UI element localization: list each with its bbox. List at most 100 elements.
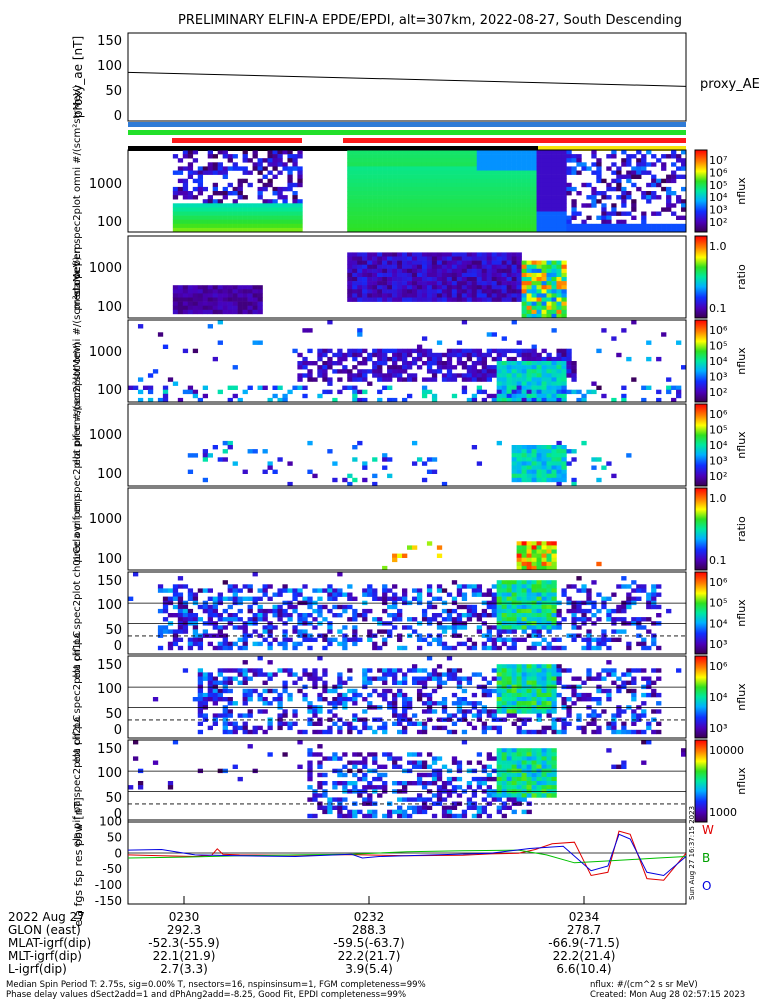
heatmap-cell (471, 289, 478, 294)
heatmap-cell (556, 162, 562, 167)
heatmap-cell (491, 268, 497, 274)
heatmap-cell (426, 389, 433, 395)
heatmap-cell (561, 469, 567, 474)
heatmap-cell (546, 369, 552, 374)
heatmap-cell (367, 797, 373, 802)
heatmap-cell (307, 721, 313, 726)
heatmap-cell (426, 199, 433, 204)
heatmap-cell (382, 289, 388, 294)
heatmap-cell (362, 264, 368, 270)
heatmap-cell (357, 272, 363, 278)
heatmap-cell (182, 215, 189, 220)
heatmap-cell (546, 356, 552, 362)
heatmap-cell (347, 481, 353, 487)
heatmap-cell (521, 281, 527, 286)
heatmap-cell (541, 162, 547, 167)
heatmap-cell (187, 289, 194, 294)
heatmap-cell (157, 633, 164, 638)
heatmap-cell (506, 592, 512, 597)
heatmap-cell (446, 608, 453, 614)
heatmap-cell (526, 211, 532, 216)
heatmap-cell (431, 373, 438, 378)
heatmap-cell (357, 211, 363, 216)
heatmap-cell (242, 584, 248, 589)
heatmap-cell (521, 170, 527, 175)
heatmap-cell (551, 285, 557, 290)
heatmap-cell (397, 377, 403, 382)
heatmap-cell (347, 668, 353, 673)
heatmap-cell (466, 369, 473, 374)
heatmap-cell (526, 289, 532, 294)
heatmap-cell (416, 203, 423, 208)
heatmap-cell (387, 162, 393, 167)
heatmap-cell (262, 207, 268, 212)
heatmap-cell (426, 352, 433, 358)
heatmap-cell (581, 182, 587, 188)
heatmap-cell (257, 207, 263, 212)
heatmap-cell (546, 272, 552, 278)
heatmap-cell (411, 440, 418, 446)
heatmap-cell (337, 781, 343, 786)
heatmap-cell (327, 381, 333, 386)
heatmap-cell (337, 613, 343, 618)
heatmap-cell (561, 301, 567, 306)
heatmap-cell (556, 449, 562, 454)
heatmap-cell (541, 158, 547, 163)
heatmap-cell (621, 150, 627, 155)
heatmap-cell (197, 297, 204, 302)
heatmap-cell (521, 166, 527, 171)
heatmap-cell (302, 584, 308, 589)
heatmap-cell (516, 174, 522, 179)
heatmap-cell (456, 281, 463, 286)
heatmap-cell (382, 211, 388, 216)
heatmap-cell (157, 629, 164, 634)
heatmap-cell (367, 809, 373, 815)
heatmap-cell (292, 645, 298, 651)
heatmap-cell (566, 150, 572, 155)
heatmap-cell (621, 584, 627, 589)
heatmap-cell (521, 272, 527, 278)
heatmap-cell (461, 701, 468, 706)
heatmap-cell (576, 697, 582, 702)
heatmap-cell (471, 393, 478, 399)
heatmap-cell (536, 211, 542, 216)
heatmap-cell (451, 377, 458, 382)
heatmap-cell (162, 588, 169, 593)
heatmap-cell (297, 154, 303, 159)
heatmap-cell (546, 625, 552, 630)
heatmap-cell (332, 369, 338, 374)
heatmap-cell (466, 608, 473, 614)
heatmap-cell (601, 203, 607, 208)
heatmap-cell (651, 154, 657, 159)
heatmap-cell (576, 617, 582, 622)
heatmap-cell (382, 260, 388, 265)
heatmap-cell (322, 793, 328, 798)
heatmap-cell (541, 688, 547, 694)
heatmap-cell (287, 170, 293, 175)
heatmap-cell (362, 162, 368, 167)
heatmap-cell (407, 697, 413, 702)
heatmap-cell (402, 361, 408, 366)
heatmap-cell (307, 361, 313, 366)
heatmap-cell (476, 813, 483, 819)
heatmap-cell (426, 541, 433, 546)
heatmap-cell (531, 150, 537, 155)
heatmap-cell (237, 725, 243, 731)
heatmap-cell (197, 170, 204, 175)
heatmap-cell (481, 293, 488, 298)
heatmap-cell (516, 584, 522, 589)
heatmap-cell (177, 227, 184, 233)
heatmap-cell (421, 195, 428, 200)
heatmap-cell (431, 776, 438, 782)
heatmap-cell (342, 369, 348, 374)
heatmap-cell (451, 227, 458, 233)
heatmap-cell (426, 805, 433, 810)
heatmap-cell (481, 215, 488, 220)
heatmap-cell (207, 203, 213, 208)
heatmap-cell (541, 207, 547, 212)
heatmap-cell (621, 629, 627, 634)
heatmap-cell (581, 645, 587, 651)
heatmap-cell (501, 252, 507, 257)
heatmap-cell (541, 561, 547, 567)
heatmap-cell (317, 352, 323, 358)
